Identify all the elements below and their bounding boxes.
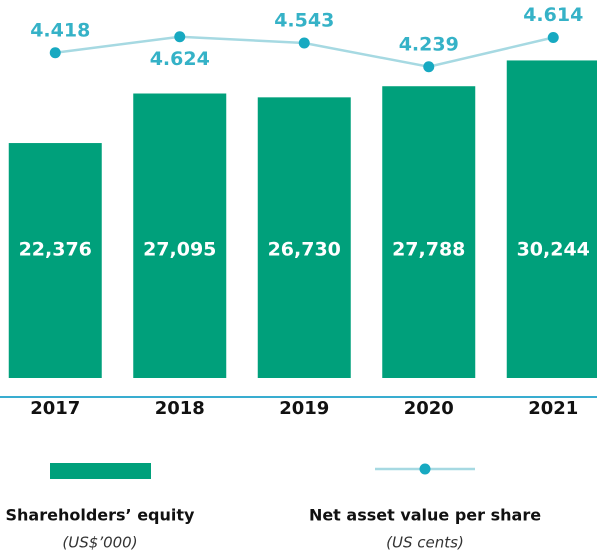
line-marker: [174, 31, 186, 43]
line-marker: [49, 47, 61, 59]
line-marker: [423, 61, 435, 73]
bar: [133, 93, 227, 378]
legend-label: Shareholders’ equity: [6, 506, 196, 525]
x-tick-label: 2018: [155, 398, 205, 419]
bar-value-label: 26,730: [268, 239, 341, 261]
bar: [506, 60, 597, 379]
line-value-label: 4.418: [30, 19, 90, 41]
bar: [257, 97, 351, 379]
line-value-label: 4.543: [274, 10, 334, 32]
bar-value-label: 27,095: [143, 239, 216, 261]
line-marker: [547, 32, 559, 44]
x-tick-label: 2019: [279, 398, 329, 419]
bar: [382, 86, 476, 378]
legend-label: Net asset value per share: [309, 506, 541, 525]
legend-unit: (US cents): [386, 534, 464, 552]
bar-value-label: 22,376: [19, 239, 92, 261]
legend-swatch-marker: [419, 463, 431, 475]
legend-swatch: [50, 463, 151, 479]
line-value-label: 4.239: [399, 33, 459, 55]
bar-value-label: 30,244: [517, 239, 590, 261]
x-tick-label: 2021: [528, 398, 578, 419]
line-value-label: 4.614: [523, 4, 583, 26]
legend-unit: (US$’000): [62, 534, 137, 552]
line-marker: [298, 37, 310, 49]
bar-value-label: 27,788: [392, 239, 465, 261]
x-tick-label: 2020: [404, 398, 454, 419]
line-value-label: 4.624: [150, 48, 210, 70]
bar: [8, 143, 102, 378]
x-tick-label: 2017: [30, 398, 80, 419]
